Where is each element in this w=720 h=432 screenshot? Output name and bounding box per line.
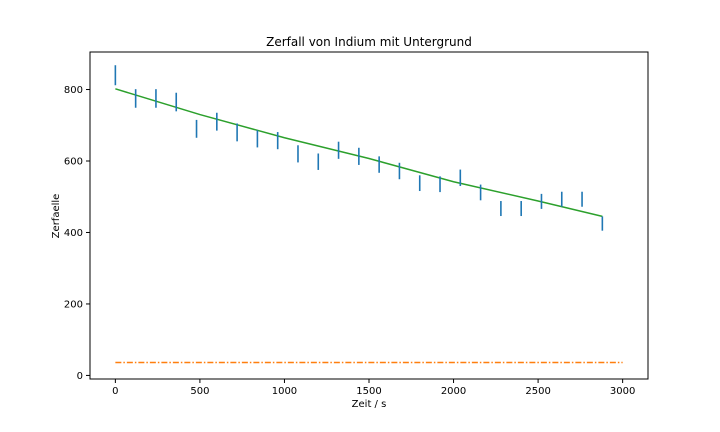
- x-tick-label: 2000: [441, 386, 466, 397]
- y-axis-label: Zerfaelle: [51, 194, 62, 239]
- x-axis: 0 500 1000 1500 2000 2500 3000: [112, 379, 635, 397]
- y-axis: 0 200 400 600 800: [64, 85, 90, 382]
- x-tick-label: 1500: [356, 386, 381, 397]
- chart-title: Zerfall von Indium mit Untergrund: [266, 35, 472, 49]
- fit-series: [115, 88, 603, 218]
- fit-curve: [115, 88, 603, 218]
- x-tick-label: 0: [112, 386, 118, 397]
- y-tick-label: 200: [64, 299, 83, 310]
- y-tick-label: 800: [64, 85, 83, 96]
- measured-series: [114, 65, 604, 231]
- y-tick-label: 0: [77, 371, 83, 382]
- plot-area-frame: [89, 51, 649, 380]
- x-tick-label: 500: [190, 386, 209, 397]
- x-axis-label: Zeit / s: [352, 399, 387, 410]
- y-tick-label: 400: [64, 228, 83, 239]
- y-tick-label: 600: [64, 157, 83, 168]
- x-tick-label: 2500: [525, 386, 550, 397]
- x-tick-label: 1000: [272, 386, 297, 397]
- x-tick-label: 3000: [610, 386, 635, 397]
